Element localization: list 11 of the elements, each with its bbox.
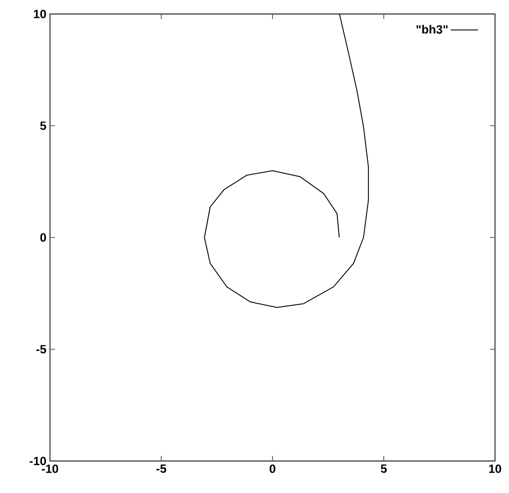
y-tick-label: -10 <box>30 456 46 466</box>
x-tick-label: 0 <box>270 464 276 473</box>
y-tick-label: 10 <box>34 10 46 18</box>
x-tick-label: 10 <box>489 464 502 473</box>
x-tick-label: 5 <box>380 464 387 473</box>
legend-label: "bh3" <box>416 24 448 34</box>
x-tick-label: -5 <box>156 464 166 473</box>
y-tick-label: 0 <box>40 233 46 242</box>
y-tick-label: -5 <box>36 345 46 354</box>
y-tick-label: 5 <box>40 122 46 130</box>
line-series <box>204 14 369 308</box>
